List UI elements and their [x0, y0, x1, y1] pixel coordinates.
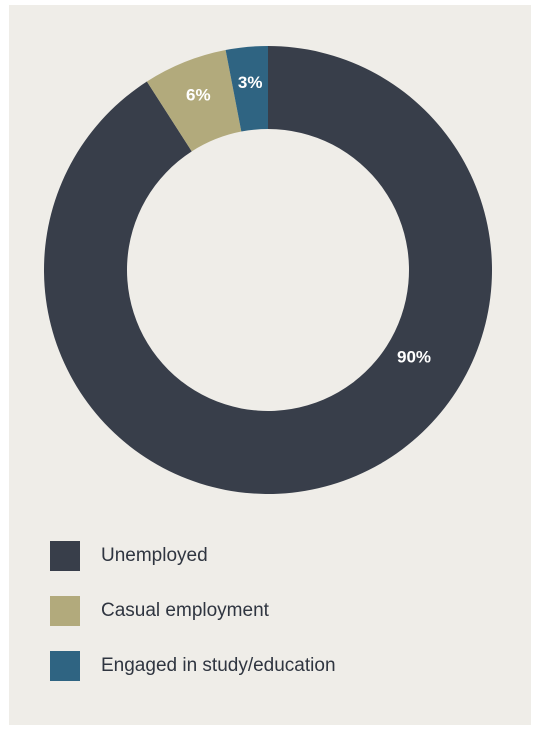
- slice-label-unemployed: 90%: [397, 348, 431, 367]
- legend-label-study-education: Engaged in study/education: [101, 655, 336, 676]
- legend-swatch-unemployed: [50, 541, 80, 571]
- donut-slices: [43, 46, 493, 494]
- donut-chart: 90% 6% 3%: [43, 46, 493, 494]
- legend-label-casual-employment: Casual employment: [101, 600, 269, 621]
- slice-label-study-education: 3%: [238, 73, 263, 92]
- chart-legend: Unemployed Casual employment Engaged in …: [50, 541, 336, 706]
- legend-item-unemployed: Unemployed: [50, 541, 336, 571]
- legend-swatch-casual-employment: [50, 596, 80, 626]
- legend-swatch-study-education: [50, 651, 80, 681]
- legend-item-casual-employment: Casual employment: [50, 596, 336, 626]
- donut-slice-study-education: [225, 46, 268, 132]
- donut-slice-unemployed: [43, 46, 493, 494]
- donut-labels: 90% 6% 3%: [186, 73, 431, 367]
- legend-label-unemployed: Unemployed: [101, 545, 208, 566]
- slice-label-casual-employment: 6%: [186, 85, 211, 104]
- legend-item-study-education: Engaged in study/education: [50, 651, 336, 681]
- donut-slice-casual-employment: [146, 50, 242, 152]
